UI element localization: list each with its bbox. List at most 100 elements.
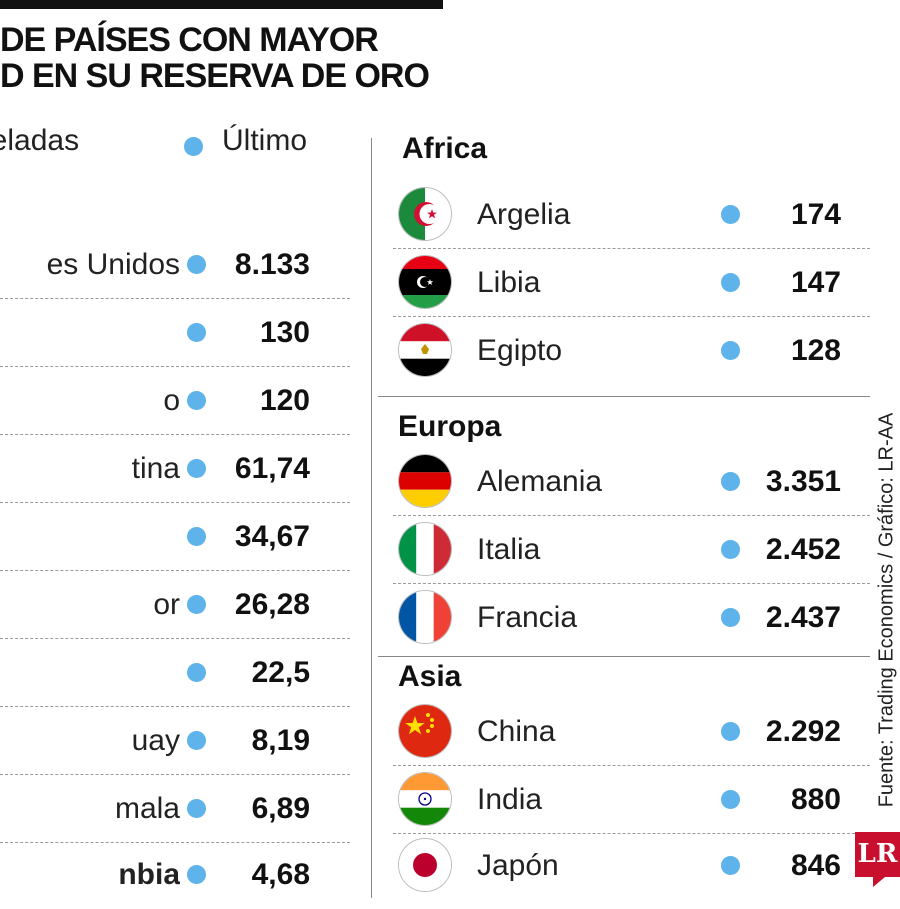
- section-divider: [378, 396, 870, 397]
- bullet-dot-icon: [184, 137, 203, 156]
- table-row: Argelia 174: [393, 181, 870, 249]
- row-divider: [393, 833, 870, 834]
- bullet-dot-icon: [187, 595, 206, 614]
- row-divider: [393, 765, 870, 766]
- table-row: Francia 2.437: [393, 584, 870, 652]
- row-divider: [0, 638, 350, 639]
- table-row: 34,67: [0, 503, 350, 571]
- bullet-dot-icon: [721, 540, 740, 559]
- row-divider: [0, 298, 350, 299]
- gold-value: 8.133: [234, 248, 310, 281]
- gold-value: 34,67: [234, 520, 310, 553]
- bullet-dot-icon: [721, 472, 740, 491]
- row-divider: [393, 248, 870, 249]
- france-flag-icon: [399, 591, 451, 643]
- bullet-dot-icon: [721, 722, 740, 741]
- row-divider: [0, 366, 350, 367]
- country-name: uay: [131, 724, 180, 757]
- source-credit: Fuente: Trading Economics / Gráfico: LR-…: [875, 412, 898, 808]
- gold-value: 128: [790, 334, 841, 367]
- country-name: nbia: [118, 858, 180, 891]
- bullet-dot-icon: [187, 323, 206, 342]
- country-name: China: [477, 715, 556, 748]
- table-row: 22,5: [0, 639, 350, 707]
- gold-value: 2.452: [765, 533, 841, 566]
- row-divider: [0, 774, 350, 775]
- table-row: Italia 2.452: [393, 516, 870, 584]
- row-divider: [0, 502, 350, 503]
- gold-value: 61,74: [234, 452, 310, 485]
- table-row: China 2.292: [393, 698, 870, 766]
- bullet-dot-icon: [187, 391, 206, 410]
- row-divider: [393, 515, 870, 516]
- gold-value: 22,5: [251, 656, 310, 689]
- row-divider: [0, 570, 350, 571]
- lr-logo: LR: [855, 832, 900, 887]
- gold-value: 147: [790, 266, 841, 299]
- country-name: tina: [131, 452, 180, 485]
- row-divider: [393, 583, 870, 584]
- country-name: Libia: [477, 266, 541, 299]
- country-name: o: [163, 384, 180, 417]
- table-row: tina 61,74: [0, 435, 350, 503]
- country-name: Argelia: [477, 198, 571, 231]
- gold-value: 846: [790, 849, 841, 882]
- bullet-dot-icon: [721, 608, 740, 627]
- gold-value: 130: [259, 316, 310, 349]
- bullet-dot-icon: [187, 527, 206, 546]
- table-row: es Unidos 8.133: [0, 231, 350, 299]
- country-name: mala: [114, 792, 180, 825]
- section-divider: [378, 656, 870, 657]
- bullet-dot-icon: [187, 255, 206, 274]
- gold-value: 26,28: [234, 588, 310, 621]
- country-name: India: [477, 783, 543, 816]
- bullet-dot-icon: [187, 459, 206, 478]
- country-name: es Unidos: [46, 248, 180, 281]
- china-flag-icon: [399, 705, 451, 757]
- table-row: uay 8,19: [0, 707, 350, 775]
- japan-flag-icon: [399, 839, 451, 891]
- bullet-dot-icon: [187, 663, 206, 682]
- row-divider: [0, 842, 350, 843]
- table-row: India 880: [393, 766, 870, 834]
- bullet-dot-icon: [721, 790, 740, 809]
- bullet-dot-icon: [187, 865, 206, 884]
- egypt-flag-icon: [399, 324, 451, 376]
- country-name: Francia: [477, 601, 578, 634]
- gold-value: 174: [790, 198, 841, 231]
- table-row: Egipto 128: [393, 317, 870, 385]
- germany-flag-icon: [399, 455, 451, 507]
- table-row: 130: [0, 299, 350, 367]
- india-flag-icon: [399, 773, 451, 825]
- last-header: Último: [222, 124, 308, 157]
- gold-value: 120: [259, 384, 310, 417]
- table-row: mala 6,89: [0, 775, 350, 843]
- gold-value: 8,19: [251, 724, 310, 757]
- algeria-flag-icon: [399, 188, 451, 240]
- title-line-2: D EN SU RESERVA DE ORO: [0, 57, 430, 95]
- table-row: Alemania 3.351: [393, 448, 870, 516]
- region-europa: Europa: [398, 410, 502, 443]
- unit-header: neladas: [0, 124, 80, 157]
- country-name: Egipto: [477, 334, 563, 367]
- bullet-dot-icon: [721, 205, 740, 224]
- bullet-dot-icon: [721, 856, 740, 875]
- table-row: nbia 4,68: [0, 841, 350, 909]
- libya-flag-icon: [399, 256, 451, 308]
- table-row: Libia 147: [393, 249, 870, 317]
- bullet-dot-icon: [187, 799, 206, 818]
- gold-value: 3.351: [765, 465, 841, 498]
- country-name: or: [153, 588, 180, 621]
- bullet-dot-icon: [721, 341, 740, 360]
- country-name: Japón: [477, 849, 559, 882]
- chart-title: DE PAÍSES CON MAYOR D EN SU RESERVA DE O…: [0, 22, 470, 94]
- italy-flag-icon: [399, 523, 451, 575]
- table-row: o 120: [0, 367, 350, 435]
- gold-value: 4,68: [251, 858, 310, 891]
- row-divider: [0, 434, 350, 435]
- country-name: Italia: [477, 533, 541, 566]
- bullet-dot-icon: [187, 731, 206, 750]
- row-divider: [0, 706, 350, 707]
- region-asia: Asia: [398, 660, 462, 693]
- table-row: or 26,28: [0, 571, 350, 639]
